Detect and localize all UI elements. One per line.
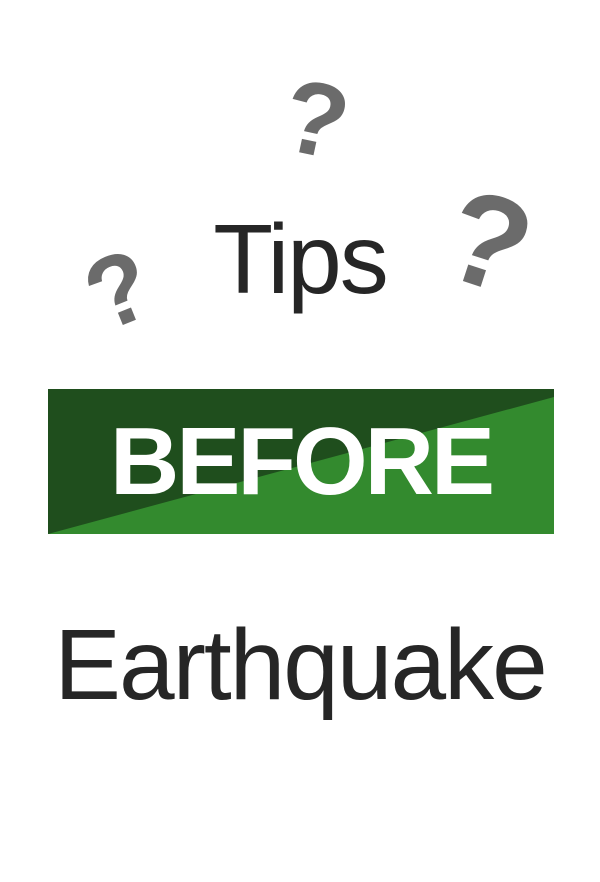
banner-diagonal-shade (48, 389, 554, 534)
title-tips: Tips (213, 204, 389, 314)
title-earthquake: Earthquake (54, 609, 547, 721)
banner-label: BEFORE (109, 407, 495, 515)
question-mark-icon: ? (272, 56, 359, 184)
before-banner: BEFORE (48, 389, 554, 534)
